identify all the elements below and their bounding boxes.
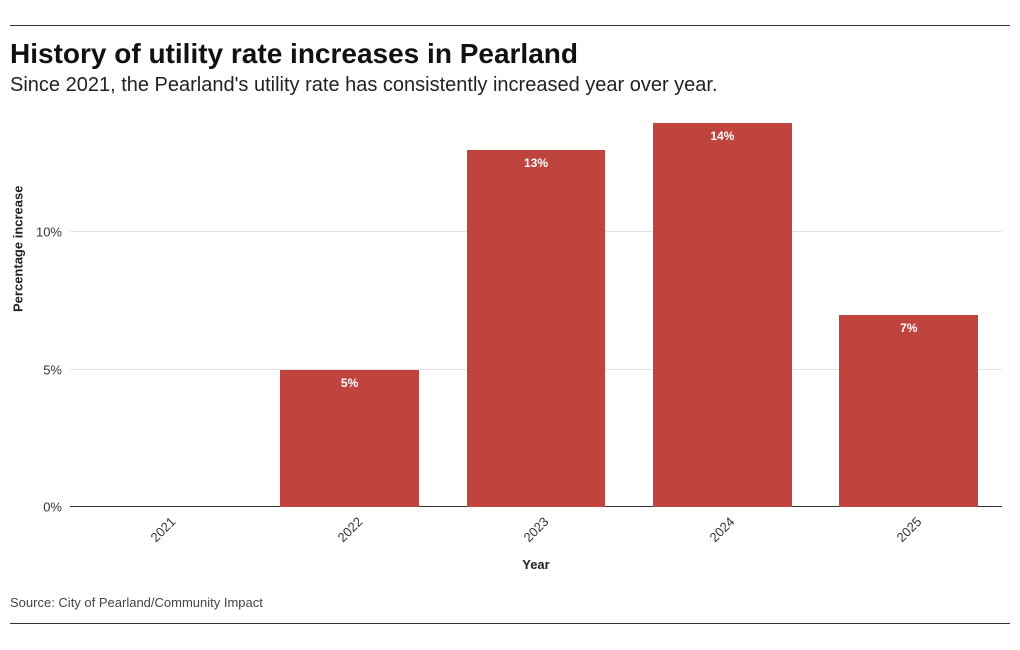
bar: 13% [467,150,606,507]
x-tick-label: 2025 [893,514,924,545]
chart-title: History of utility rate increases in Pea… [10,38,578,70]
bar: 14% [653,123,792,508]
chart-source: Source: City of Pearland/Community Impac… [10,595,263,610]
bar: 5% [280,370,419,507]
chart-figure: History of utility rate increases in Pea… [0,0,1020,650]
y-tick-label: 10% [2,225,62,240]
y-tick-label: 5% [2,362,62,377]
y-axis-title: Percentage increase [11,186,26,312]
x-tick-label: 2021 [148,514,179,545]
top-rule [10,25,1010,26]
bar-value-label: 13% [467,156,606,170]
bar-value-label: 7% [839,321,978,335]
bar-value-label: 5% [280,376,419,390]
chart-plot-area: 0%5%10%20215%202213%202314%20247%2025 [70,117,1002,507]
bar-value-label: 14% [653,129,792,143]
bar: 7% [839,315,978,507]
bottom-rule [10,623,1010,624]
x-tick-label: 2024 [707,514,738,545]
chart-subtitle: Since 2021, the Pearland's utility rate … [10,74,718,97]
x-tick-label: 2023 [520,514,551,545]
x-axis-title: Year [70,557,1002,572]
x-tick-label: 2022 [334,514,365,545]
y-tick-label: 0% [2,500,62,515]
